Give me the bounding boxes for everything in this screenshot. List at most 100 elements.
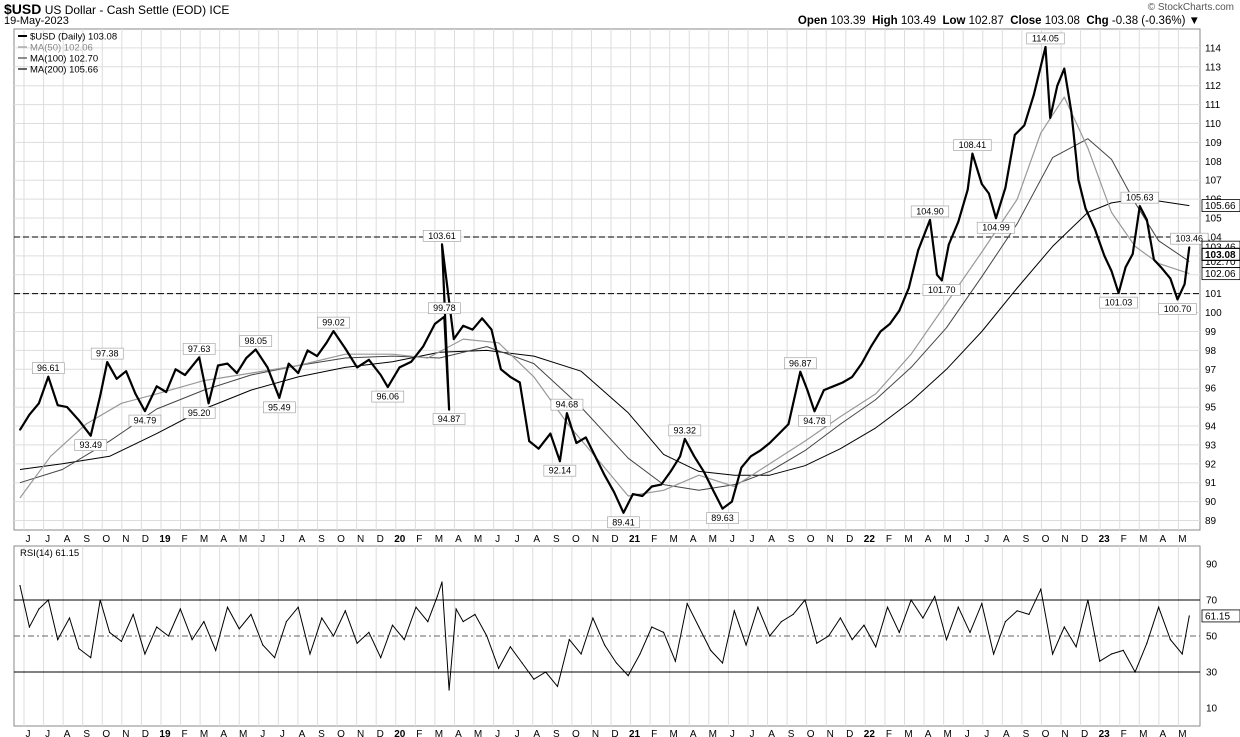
rsi-point xyxy=(674,660,676,662)
value-annotation-box xyxy=(550,398,584,411)
price-point xyxy=(1183,283,1186,286)
value-annotation: 97.38 xyxy=(96,349,119,359)
price-point xyxy=(134,392,137,395)
rsi-point xyxy=(710,649,712,652)
price-point xyxy=(19,428,21,431)
rsi-point xyxy=(19,585,21,587)
rsi-point xyxy=(604,644,606,646)
x-tick-label: N xyxy=(122,729,129,737)
value-annotation-box xyxy=(922,284,961,296)
x-tick-label: J xyxy=(749,534,754,545)
x-tick-label: M xyxy=(474,534,482,545)
value-annotation-box xyxy=(1158,303,1197,315)
rsi-point xyxy=(957,606,959,608)
price-point xyxy=(471,328,474,331)
price-point xyxy=(1124,266,1127,269)
rsi-point xyxy=(99,599,101,601)
rsi-point xyxy=(448,689,450,691)
x-tick-label: O xyxy=(572,534,580,545)
rsi-point xyxy=(1099,660,1101,662)
price-point xyxy=(980,183,983,185)
x-tick-label: 23 xyxy=(1099,729,1111,737)
value-annotation-box xyxy=(317,316,350,329)
rsi-point xyxy=(156,626,158,628)
x-tick-label: J xyxy=(26,534,31,545)
rsi-point xyxy=(191,639,193,641)
x-tick-label: A xyxy=(64,729,71,737)
price-point xyxy=(888,323,891,325)
value-annotation: 104.99 xyxy=(982,223,1010,233)
x-tick-label: J xyxy=(749,729,754,737)
rsi-point xyxy=(250,613,252,616)
value-annotation-box xyxy=(74,439,108,451)
value-annotation: 100.70 xyxy=(1164,304,1192,314)
rsi-point xyxy=(368,631,370,634)
open-value: 103.39 xyxy=(830,15,866,27)
price-point xyxy=(851,375,854,378)
x-tick-label: A xyxy=(1160,534,1167,545)
value-annotation-box xyxy=(668,424,702,437)
price-point xyxy=(422,345,425,348)
x-tick-label: J xyxy=(730,729,735,737)
x-tick-label: D xyxy=(377,534,384,545)
y-tick-label: 90 xyxy=(1205,497,1217,508)
price-point xyxy=(936,273,938,276)
price-point xyxy=(332,330,335,333)
price-point xyxy=(768,442,771,444)
x-tick-label: 21 xyxy=(629,729,641,737)
x-tick-label: J xyxy=(280,729,285,737)
price-point xyxy=(28,413,31,416)
x-tick-label: S xyxy=(553,729,560,737)
price-point xyxy=(410,360,413,363)
x-tick-label: M xyxy=(200,729,208,737)
x-tick-label: M xyxy=(1139,534,1147,545)
rsi-point xyxy=(639,653,641,655)
x-tick-label: S xyxy=(553,534,560,545)
rsi-point xyxy=(545,671,547,673)
x-tick-label: J xyxy=(984,729,989,737)
x-tick-label: A xyxy=(455,729,462,737)
rsi-point xyxy=(1122,649,1124,652)
value-annotation: 103.46 xyxy=(1176,234,1204,244)
rsi-point xyxy=(1051,653,1054,655)
x-tick-label: M xyxy=(904,534,912,545)
x-tick-label: J xyxy=(495,534,500,545)
price-point xyxy=(929,219,931,221)
x-tick-label: J xyxy=(965,729,970,737)
legend-entry: MA(50) 102.06 xyxy=(30,43,93,54)
value-annotation: 108.41 xyxy=(959,140,987,150)
y-tick-label: 108 xyxy=(1205,157,1222,168)
rsi-point xyxy=(108,631,111,634)
rsi-point xyxy=(780,621,783,623)
x-tick-label: J xyxy=(984,534,989,545)
price-point xyxy=(632,493,634,495)
value-annotation: 92.14 xyxy=(549,466,572,476)
x-tick-label: D xyxy=(142,729,149,737)
x-tick-label: O xyxy=(807,729,815,737)
price-point xyxy=(316,355,318,357)
price-point xyxy=(650,485,653,488)
value-annotation-box xyxy=(422,230,462,242)
value-annotation: 96.87 xyxy=(789,358,812,368)
open-label: Open xyxy=(797,15,828,27)
price-point xyxy=(1160,266,1162,269)
price-point xyxy=(787,423,790,426)
x-tick-label: M xyxy=(709,729,717,737)
price-point xyxy=(778,432,780,435)
price-point xyxy=(245,357,248,359)
x-tick-label: J xyxy=(260,534,265,545)
price-point xyxy=(1070,111,1073,114)
high-value: 103.49 xyxy=(900,15,937,27)
price-point xyxy=(528,440,531,443)
x-tick-label: O xyxy=(102,534,110,545)
price-point xyxy=(78,419,80,422)
price-point xyxy=(198,356,201,359)
rsi-point xyxy=(497,667,500,670)
price-point xyxy=(184,374,186,376)
x-tick-label: S xyxy=(83,729,90,737)
value-annotation: 94.78 xyxy=(803,416,826,426)
y-tick-label: 101 xyxy=(1205,289,1222,300)
chart-title: $USD US Dollar - Cash Settle (EOD) ICE xyxy=(4,1,229,17)
price-point xyxy=(712,489,714,492)
price-point xyxy=(940,279,943,282)
